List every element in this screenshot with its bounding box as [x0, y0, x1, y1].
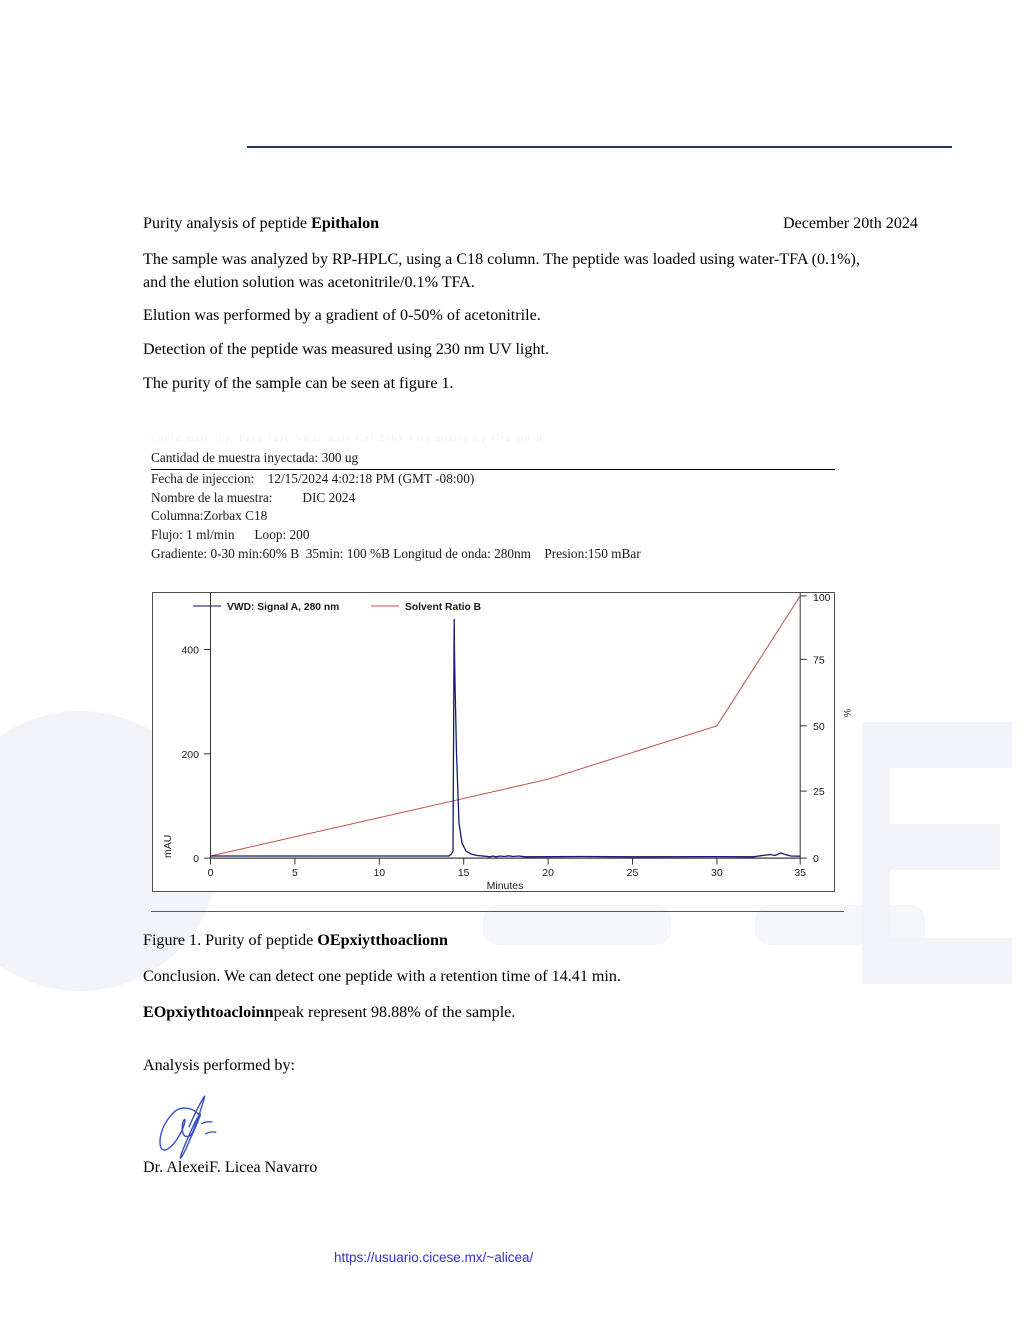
svg-text:100: 100 [813, 593, 831, 604]
svg-text:0: 0 [813, 853, 819, 865]
svg-text:5: 5 [292, 867, 298, 879]
svg-text:10: 10 [373, 867, 385, 879]
svg-text:VWD: Signal A, 280 nm: VWD: Signal A, 280 nm [227, 602, 339, 613]
svg-text:%: % [842, 709, 852, 717]
svg-text:50: 50 [813, 721, 825, 733]
svg-text:0: 0 [208, 867, 214, 879]
svg-text:35: 35 [794, 867, 806, 879]
svg-text:200: 200 [181, 749, 199, 761]
svg-text:30: 30 [711, 867, 723, 879]
svg-text:25: 25 [627, 867, 639, 879]
svg-text:Minutes: Minutes [487, 880, 524, 892]
svg-text:20: 20 [542, 867, 554, 879]
svg-text:75: 75 [813, 654, 825, 666]
svg-text:mAU: mAU [162, 835, 174, 858]
svg-text:25: 25 [813, 786, 825, 798]
svg-text:15: 15 [458, 867, 470, 879]
svg-text:400: 400 [181, 645, 199, 657]
svg-text:0: 0 [193, 853, 199, 865]
svg-text:Solvent Ratio B: Solvent Ratio B [405, 602, 481, 613]
